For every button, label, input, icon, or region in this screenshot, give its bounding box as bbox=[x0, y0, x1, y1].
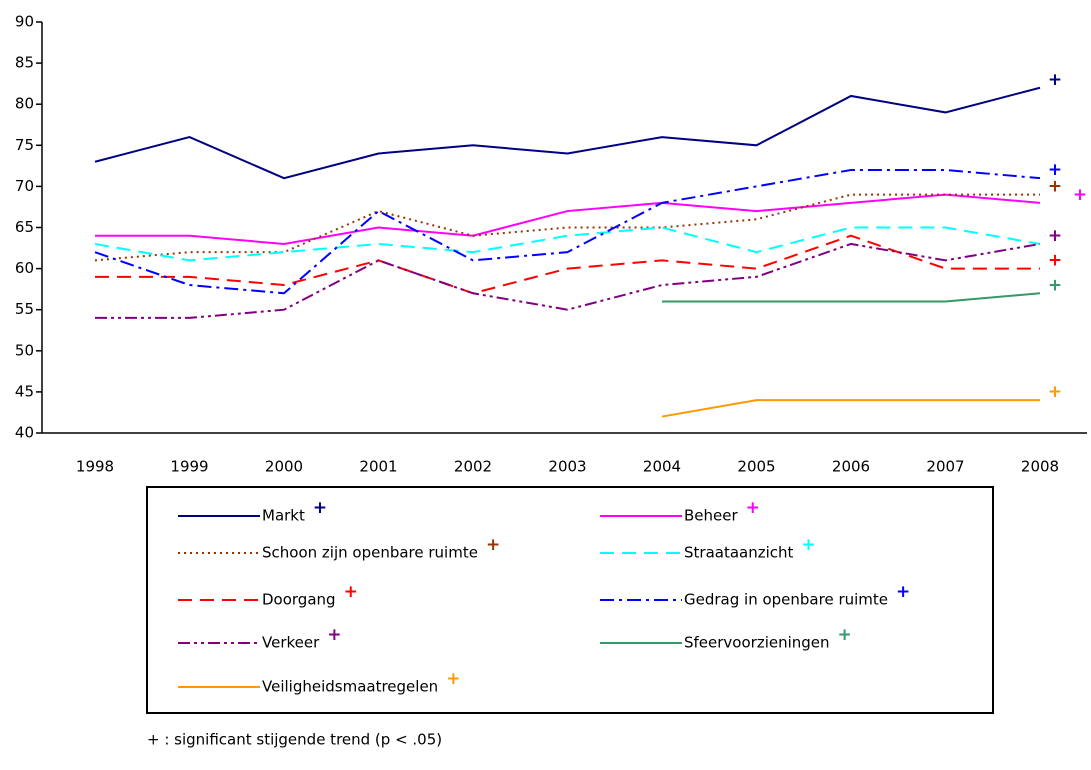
legend-marker: + bbox=[327, 625, 341, 645]
x-tick-label: 1998 bbox=[76, 458, 114, 476]
legend-box bbox=[146, 486, 994, 714]
y-tick-label: 45 bbox=[15, 382, 34, 400]
trend-marker: + bbox=[1048, 226, 1062, 246]
y-tick-label: 60 bbox=[15, 259, 34, 277]
legend-label: Beheer bbox=[684, 507, 738, 525]
series-line bbox=[94, 168, 1041, 295]
legend-label: Markt bbox=[262, 507, 305, 525]
x-tick-label: 2001 bbox=[359, 458, 397, 476]
x-tick-label: 2000 bbox=[265, 458, 303, 476]
legend-marker: + bbox=[344, 582, 358, 602]
y-tick-label: 40 bbox=[15, 424, 34, 442]
x-tick-label: 2007 bbox=[926, 458, 964, 476]
x-tick-label: 2008 bbox=[1021, 458, 1059, 476]
legend-label: Doorgang bbox=[262, 591, 336, 609]
trend-marker: + bbox=[1048, 382, 1062, 402]
y-tick-label: 70 bbox=[15, 177, 34, 195]
legend-label: Gedrag in openbare ruimte bbox=[684, 591, 888, 609]
x-tick-label: 2005 bbox=[737, 458, 775, 476]
series-line bbox=[95, 242, 1041, 319]
legend-marker: + bbox=[838, 625, 852, 645]
legend-label: Schoon zijn openbare ruimte bbox=[262, 544, 478, 562]
note: + : significant stijgende trend (p < .05… bbox=[147, 731, 442, 749]
series-line bbox=[94, 193, 1040, 262]
series-line bbox=[662, 292, 1041, 303]
y-tick-label: 85 bbox=[15, 54, 34, 72]
trend-marker: + bbox=[1048, 160, 1062, 180]
trend-marker: + bbox=[1048, 226, 1062, 246]
legend-marker: + bbox=[486, 535, 500, 555]
y-tick-label: 90 bbox=[15, 13, 34, 31]
y-tick-label: 55 bbox=[15, 300, 34, 318]
x-tick-label: 1999 bbox=[170, 458, 208, 476]
y-tick-label: 65 bbox=[15, 218, 34, 236]
series-line bbox=[661, 399, 1040, 418]
series-line bbox=[95, 193, 1041, 245]
trend-marker: + bbox=[1048, 251, 1062, 271]
x-tick-label: 2002 bbox=[454, 458, 492, 476]
y-tick-label: 80 bbox=[15, 95, 34, 113]
legend-label: Veiligheidsmaatregelen bbox=[262, 678, 438, 696]
series-line bbox=[95, 234, 1040, 295]
x-tick-label: 2003 bbox=[548, 458, 586, 476]
trend-marker: + bbox=[1073, 185, 1087, 205]
y-tick-label: 75 bbox=[15, 136, 34, 154]
legend-marker: + bbox=[446, 669, 460, 689]
trend-marker: + bbox=[1048, 275, 1062, 295]
legend-label: Straataanzicht bbox=[684, 544, 794, 562]
x-tick-label: 2004 bbox=[643, 458, 681, 476]
legend-label: Verkeer bbox=[262, 634, 320, 652]
legend-marker: + bbox=[746, 498, 760, 518]
legend-marker: + bbox=[896, 582, 910, 602]
series-line bbox=[94, 86, 1041, 180]
trend-marker: + bbox=[1048, 177, 1062, 197]
legend-marker: + bbox=[801, 535, 815, 555]
y-tick-label: 50 bbox=[15, 341, 34, 359]
legend-label: Sfeervoorzieningen bbox=[684, 634, 830, 652]
x-tick-label: 2006 bbox=[832, 458, 870, 476]
series-line bbox=[94, 226, 1041, 262]
trend-marker: + bbox=[1048, 70, 1062, 90]
legend-marker: + bbox=[313, 498, 327, 518]
